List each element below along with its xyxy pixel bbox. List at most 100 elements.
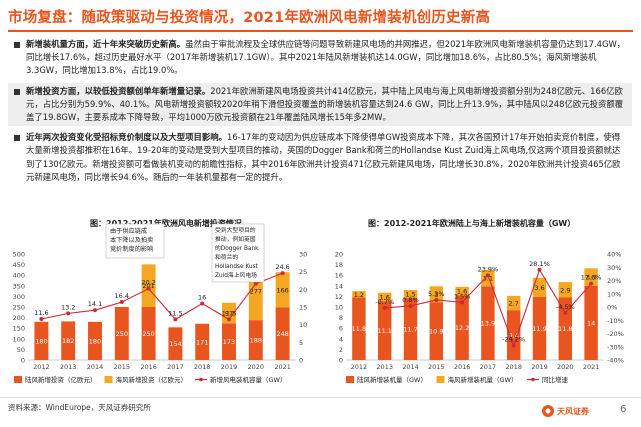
line-point bbox=[408, 303, 413, 308]
bar-onshore bbox=[34, 321, 49, 360]
bar-value-label: 3.3 bbox=[586, 274, 596, 282]
y-left-tick-label: 8 bbox=[339, 314, 343, 322]
y-left-tick-label: 300 bbox=[13, 293, 25, 301]
bar-value-label: 182 bbox=[62, 337, 74, 345]
logo-text: 天风证券 bbox=[557, 406, 590, 416]
line-value-label: -0.7% bbox=[375, 298, 394, 306]
bar-value-label: 1.6 bbox=[457, 288, 467, 296]
page-number: 6 bbox=[620, 404, 627, 415]
x-tick-label: 2013 bbox=[60, 363, 77, 371]
bar-value-label: 250 bbox=[142, 330, 154, 338]
annotation-line: 的Dogger Bank bbox=[215, 244, 259, 252]
x-tick-label: 2014 bbox=[402, 363, 419, 371]
bar-value-label: 14 bbox=[587, 319, 595, 327]
chart1-title: 图：2012-2021年欧洲风电新增投资情况 bbox=[90, 219, 242, 228]
bar-onshore bbox=[403, 297, 418, 360]
bar-onshore bbox=[377, 301, 392, 360]
line-point bbox=[93, 308, 97, 313]
source-note: 资料来源：WindEurope，天风证券研究所 bbox=[8, 403, 151, 412]
y-left-tick-label: 200 bbox=[13, 314, 25, 322]
x-tick-label: 2015 bbox=[428, 363, 445, 371]
bar-offshore bbox=[141, 264, 156, 307]
line-value-label: -4.5% bbox=[556, 303, 575, 311]
y-left-tick-label: 500 bbox=[13, 251, 25, 259]
annotation-box bbox=[105, 223, 165, 259]
annotation-line: Zuid海上风电场 bbox=[215, 271, 257, 279]
annotation-line: Hollandse Kust bbox=[215, 264, 259, 270]
bullet-item-installations: 新增装机量方面，近十年来突破历史新高。虽然由于审批流程及全球供应链等问题导致新建… bbox=[8, 36, 632, 80]
bullet-heading: 近年两次投资变化受招标竞价制度以及大型项目影响。 bbox=[26, 132, 227, 143]
y-right-tick-label: -10% bbox=[607, 317, 624, 325]
bar-onshore bbox=[584, 285, 598, 360]
line-point bbox=[563, 310, 568, 315]
legend-label: 新增风电装机容量（GW） bbox=[210, 375, 286, 384]
y-left-tick-label: 18 bbox=[335, 261, 343, 269]
line-point bbox=[39, 317, 44, 322]
bar-offshore bbox=[377, 292, 392, 302]
line-value-label: 13.2 bbox=[61, 303, 75, 311]
line-value-label: 11.6 bbox=[34, 309, 48, 317]
bar-offshore bbox=[429, 286, 444, 303]
y-right-tick-label: 30% bbox=[607, 264, 621, 272]
x-tick-label: 2020 bbox=[557, 363, 574, 371]
bar-value-label: 11.8 bbox=[352, 325, 366, 333]
y-left-tick-label: 20 bbox=[335, 251, 343, 259]
bar-value-label: 171 bbox=[196, 338, 208, 346]
bar-onshore bbox=[114, 307, 129, 360]
bar-value-label: 166 bbox=[276, 286, 288, 294]
annotation-line: 竞价制度的影响 bbox=[110, 245, 153, 253]
annotation-line: 由于供应链成 bbox=[110, 227, 147, 235]
bar-onshore bbox=[429, 302, 444, 360]
y-left-tick-label: 0 bbox=[21, 357, 25, 365]
y-left-tick-label: 6 bbox=[339, 325, 343, 333]
bar-value-label: 1.5 bbox=[405, 291, 415, 299]
bar-value-label: 3.6 bbox=[534, 284, 544, 292]
bar-value-label: 1.2 bbox=[354, 291, 364, 299]
y-left-tick-label: 100 bbox=[13, 335, 25, 343]
y-left-tick-label: 14 bbox=[335, 282, 343, 290]
line-value-label: 0.8% bbox=[402, 296, 419, 304]
annotation-line: 本下降以及拍卖 bbox=[110, 236, 153, 244]
annotation-line: 推动，例如英国 bbox=[215, 235, 256, 243]
legend-label: 同比增速 bbox=[542, 375, 569, 384]
bar-value-label: 277 bbox=[250, 287, 262, 295]
y-right-tick-label: 30 bbox=[299, 251, 307, 259]
y-right-tick-label: -20% bbox=[607, 330, 624, 338]
line-value-label: 11.5 bbox=[168, 309, 182, 317]
bar-onshore bbox=[275, 307, 290, 360]
bar-onshore bbox=[88, 321, 102, 360]
bar-onshore bbox=[222, 323, 236, 360]
bar-value-label: 3 bbox=[434, 291, 438, 299]
x-tick-label: 2019 bbox=[221, 363, 238, 371]
page-title: 市场复盘：随政策驱动与投资情况，2021年欧洲风电新增装机创历史新高 bbox=[8, 10, 491, 26]
bar-value-label: 173 bbox=[223, 338, 235, 346]
line-point bbox=[589, 281, 594, 286]
legend-line-marker bbox=[531, 377, 535, 382]
line-value-label: 5.3% bbox=[428, 290, 445, 298]
bar-value-label: 2.9 bbox=[560, 286, 570, 294]
line-point bbox=[227, 317, 231, 322]
bullet-text: 虽然由于审批流程及全球供应链等问题导致新建风电场的并网推迟，但2021年欧洲风电… bbox=[26, 39, 626, 76]
y-right-tick-label: -30% bbox=[607, 343, 624, 351]
y-left-tick-label: 10 bbox=[335, 304, 343, 312]
bullet-list: 新增装机量方面，近十年来突破历史新高。虽然由于审批流程及全球供应链等问题导致新建… bbox=[8, 36, 632, 189]
bar-offshore bbox=[532, 277, 547, 297]
y-left-tick-label: 16 bbox=[335, 272, 343, 280]
legend-swatch bbox=[14, 376, 22, 383]
bullet-item-policy: 近年两次投资变化受招标竞价制度以及大型项目影响。16-17年的变动因为供应链成本… bbox=[8, 129, 632, 186]
x-tick-label: 2018 bbox=[505, 363, 522, 371]
y-right-tick-label: 10% bbox=[607, 290, 621, 298]
y-right-tick-label: 40% bbox=[607, 251, 621, 259]
x-tick-label: 2019 bbox=[531, 363, 548, 371]
line-value-label: 20.2 bbox=[141, 279, 155, 287]
capacity-chart: 0 2 4 6 8 10 12 14 16 18 20 -40% -30% -20% -10% 0% 10% 20… bbox=[335, 251, 624, 385]
line-point bbox=[66, 311, 71, 316]
line-value-label: 16 bbox=[198, 293, 206, 301]
y-left-tick-label: 2 bbox=[339, 346, 343, 354]
y-right-tick-label: 5 bbox=[299, 339, 303, 347]
bar-onshore bbox=[506, 310, 521, 360]
chart2-title: 图：2012-2021年欧洲陆上与海上新增装机容量（GW） bbox=[368, 219, 576, 228]
bar-value-label: 12.2 bbox=[455, 324, 469, 332]
bar-value-label: 13.9 bbox=[481, 320, 495, 328]
